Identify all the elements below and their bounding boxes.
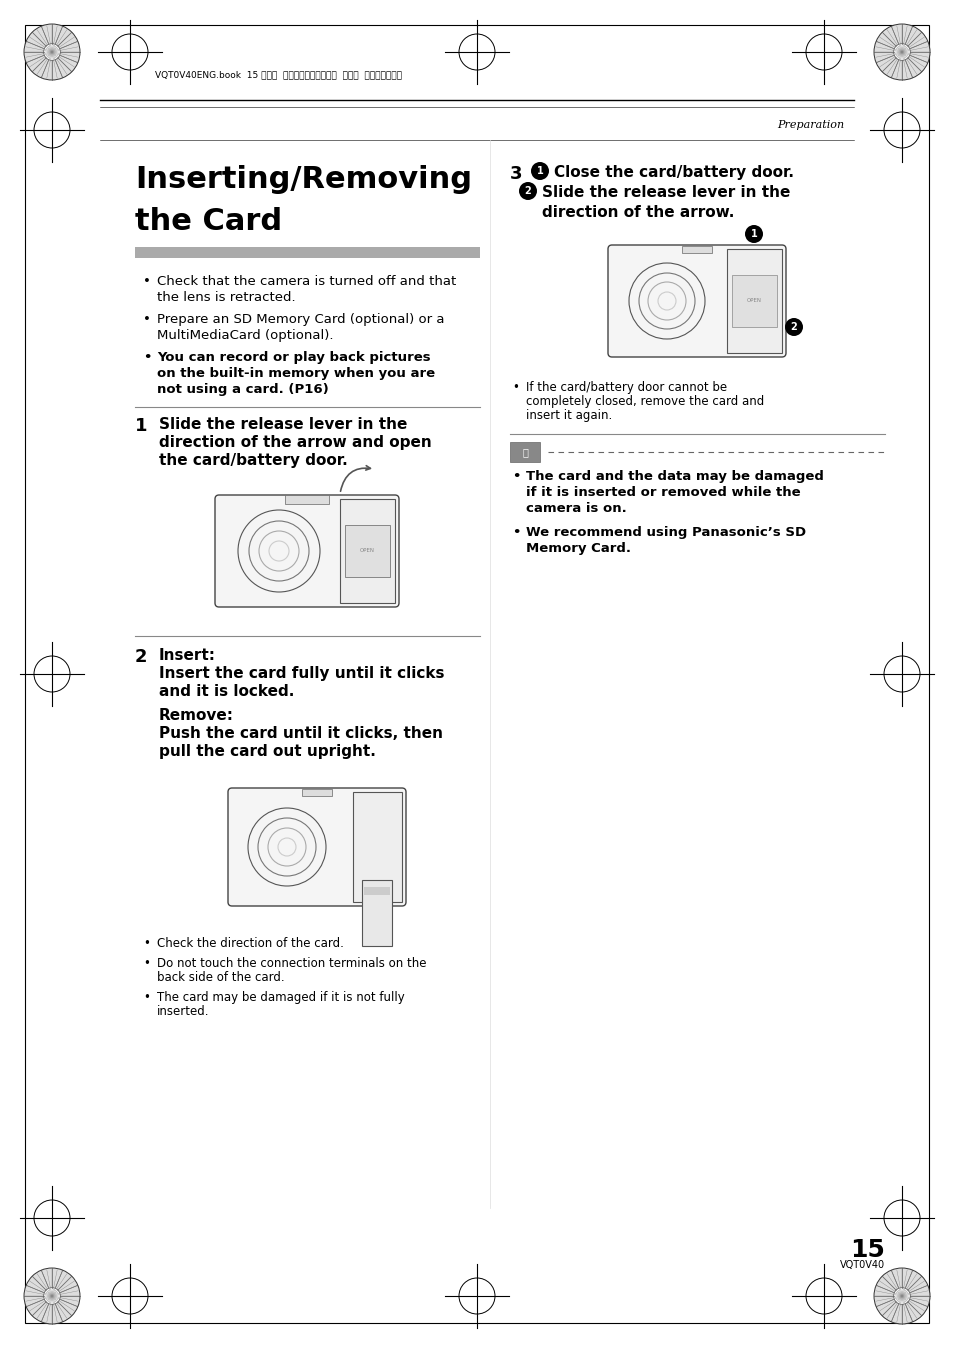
Text: direction of the arrow and open: direction of the arrow and open	[159, 435, 432, 450]
Text: We recommend using Panasonic’s SD: We recommend using Panasonic’s SD	[525, 526, 805, 539]
FancyBboxPatch shape	[214, 495, 398, 607]
Text: Memory Card.: Memory Card.	[525, 542, 630, 555]
Text: pull the card out upright.: pull the card out upright.	[159, 744, 375, 759]
Text: 1: 1	[536, 166, 543, 177]
Text: •: •	[143, 937, 150, 950]
Circle shape	[873, 1268, 929, 1324]
Text: Close the card/battery door.: Close the card/battery door.	[554, 164, 793, 181]
Circle shape	[784, 318, 802, 336]
Bar	[731, 275, 776, 328]
Text: OPEN: OPEN	[359, 549, 375, 554]
Text: on the built-in memory when you are: on the built-in memory when you are	[157, 367, 435, 380]
Text: the card/battery door.: the card/battery door.	[159, 453, 348, 468]
Text: 1: 1	[750, 229, 757, 239]
Bar	[353, 793, 401, 902]
Circle shape	[44, 43, 60, 61]
Text: 2: 2	[524, 186, 531, 195]
Text: insert it again.: insert it again.	[525, 408, 612, 422]
Circle shape	[24, 24, 80, 80]
Text: •: •	[512, 470, 519, 483]
Circle shape	[518, 182, 537, 200]
Text: Check that the camera is turned off and that: Check that the camera is turned off and …	[157, 275, 456, 288]
Text: Slide the release lever in the: Slide the release lever in the	[159, 417, 407, 431]
Text: Insert the card fully until it clicks: Insert the card fully until it clicks	[159, 666, 444, 681]
Text: If the card/battery door cannot be: If the card/battery door cannot be	[525, 381, 726, 394]
Text: direction of the arrow.: direction of the arrow.	[541, 205, 734, 220]
Text: OPEN: OPEN	[745, 298, 760, 303]
Text: •: •	[143, 957, 150, 971]
Text: Prepare an SD Memory Card (optional) or a: Prepare an SD Memory Card (optional) or …	[157, 313, 444, 326]
Text: •: •	[512, 526, 519, 539]
Text: 15: 15	[849, 1237, 884, 1262]
Text: MultiMediaCard (optional).: MultiMediaCard (optional).	[157, 329, 334, 342]
Text: •: •	[143, 991, 150, 1004]
Text: •: •	[143, 313, 151, 326]
Circle shape	[873, 24, 929, 80]
Text: Push the card until it clicks, then: Push the card until it clicks, then	[159, 727, 442, 741]
Text: Check the direction of the card.: Check the direction of the card.	[157, 937, 343, 950]
Text: the Card: the Card	[135, 208, 282, 236]
Text: •: •	[512, 381, 518, 394]
Bar	[510, 442, 539, 462]
Text: back side of the card.: back side of the card.	[157, 971, 284, 984]
Text: 2: 2	[135, 648, 148, 666]
Text: inserted.: inserted.	[157, 1006, 210, 1018]
Circle shape	[44, 1287, 60, 1305]
Bar	[681, 245, 711, 253]
Text: Inserting/Removing: Inserting/Removing	[135, 164, 472, 194]
Bar	[364, 887, 390, 895]
Text: completely closed, remove the card and: completely closed, remove the card and	[525, 395, 763, 408]
Text: Slide the release lever in the: Slide the release lever in the	[541, 185, 789, 200]
Text: the lens is retracted.: the lens is retracted.	[157, 291, 295, 305]
Text: 3: 3	[510, 164, 522, 183]
Bar	[302, 789, 332, 797]
Text: if it is inserted or removed while the: if it is inserted or removed while the	[525, 487, 800, 499]
Bar	[726, 249, 781, 353]
Text: The card and the data may be damaged: The card and the data may be damaged	[525, 470, 823, 483]
Circle shape	[893, 43, 909, 61]
Bar	[285, 495, 329, 504]
Text: •: •	[143, 350, 152, 364]
FancyBboxPatch shape	[228, 789, 406, 906]
Text: You can record or play back pictures: You can record or play back pictures	[157, 350, 430, 364]
Circle shape	[744, 225, 762, 243]
Bar	[361, 880, 392, 946]
Circle shape	[24, 1268, 80, 1324]
Text: 📷: 📷	[521, 448, 527, 457]
FancyArrowPatch shape	[340, 465, 370, 491]
Bar	[135, 247, 479, 257]
Text: The card may be damaged if it is not fully: The card may be damaged if it is not ful…	[157, 991, 404, 1004]
Text: •: •	[143, 275, 151, 288]
FancyBboxPatch shape	[607, 245, 785, 357]
Text: VQT0V40ENG.book  15 ページ  ２００６年２月２７日  月曜日  午後１時１９分: VQT0V40ENG.book 15 ページ ２００６年２月２７日 月曜日 午後…	[154, 70, 401, 80]
Text: Insert:: Insert:	[159, 648, 215, 663]
Text: 1: 1	[135, 417, 148, 435]
Bar	[345, 524, 390, 577]
Text: camera is on.: camera is on.	[525, 501, 626, 515]
Text: not using a card. (P16): not using a card. (P16)	[157, 383, 329, 396]
Circle shape	[531, 162, 548, 181]
Text: VQT0V40: VQT0V40	[839, 1260, 884, 1270]
Text: Remove:: Remove:	[159, 708, 233, 723]
Text: Preparation: Preparation	[776, 120, 843, 129]
Text: and it is locked.: and it is locked.	[159, 683, 294, 700]
Text: 2: 2	[790, 322, 797, 332]
Circle shape	[893, 1287, 909, 1305]
Text: Do not touch the connection terminals on the: Do not touch the connection terminals on…	[157, 957, 426, 971]
Bar	[339, 499, 395, 603]
